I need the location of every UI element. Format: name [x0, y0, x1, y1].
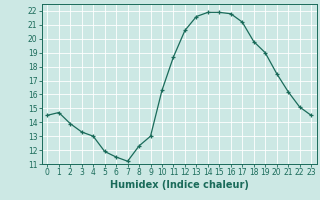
X-axis label: Humidex (Indice chaleur): Humidex (Indice chaleur) [110, 180, 249, 190]
